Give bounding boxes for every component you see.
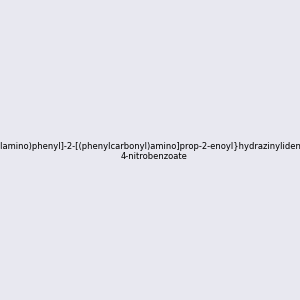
Text: 4-[(E)-(2-{(2E)-3-[4-(diethylamino)phenyl]-2-[(phenylcarbonyl)amino]prop-2-enoyl: 4-[(E)-(2-{(2E)-3-[4-(diethylamino)pheny… — [0, 142, 300, 161]
